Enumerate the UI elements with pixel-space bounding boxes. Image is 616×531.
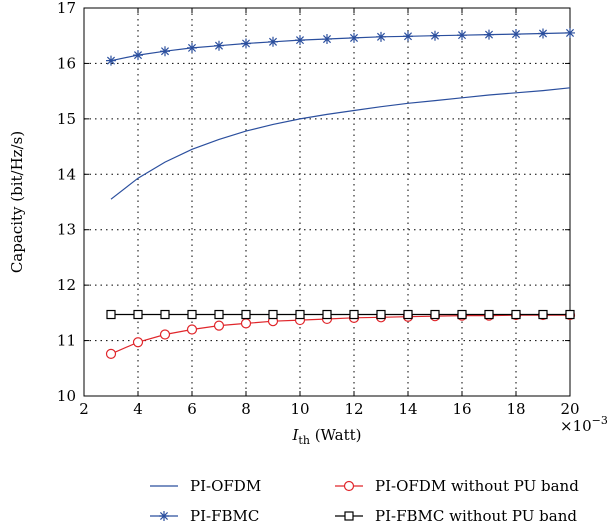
x-axis-multiplier: ×10−3	[560, 414, 608, 435]
data-point-square	[349, 309, 359, 320]
y-tick-label: 14	[57, 165, 76, 183]
y-tick-label: 16	[57, 54, 76, 72]
legend-label: PI-OFDM	[190, 477, 261, 495]
data-point-star	[565, 27, 575, 38]
data-point-square	[565, 309, 575, 320]
x-axis-label: Ith (Watt)	[291, 426, 361, 447]
series-3	[105, 309, 576, 359]
series-2	[106, 27, 575, 66]
x-axis-label-main: I	[291, 426, 299, 444]
data-point-square	[214, 309, 224, 320]
x-tick-label: 4	[133, 400, 143, 418]
y-tick-label: 13	[57, 221, 76, 239]
y-tick-label: 15	[57, 110, 76, 128]
data-point-square	[344, 511, 354, 521]
x-tick-label: 16	[452, 400, 471, 418]
data-point-star	[214, 40, 224, 51]
legend-entry-3: PI-OFDM without PU band	[335, 477, 579, 495]
y-tick-label: 12	[57, 276, 76, 294]
data-point-circle	[240, 318, 252, 329]
x-tick-label: 2	[79, 400, 89, 418]
legend-label: PI-OFDM without PU band	[375, 477, 579, 495]
legend-entry-1: PI-OFDM	[150, 477, 261, 495]
axis-ticks: 2 4 6 8 10 12 14 16 18 20 10 11 12 13 14 15 16 17	[57, 0, 580, 418]
data-point-star	[349, 32, 359, 43]
grid-lines	[84, 8, 570, 396]
x-axis-label-unit: (Watt)	[310, 426, 362, 444]
data-point-star	[159, 511, 169, 521]
series-line	[110, 314, 570, 355]
data-point-circle	[132, 337, 144, 348]
series-line	[110, 87, 571, 200]
data-point-square	[106, 309, 116, 320]
y-tick-label: 10	[57, 387, 76, 405]
data-point-circle	[213, 320, 225, 331]
x-tick-label: 6	[187, 400, 197, 418]
data-point-star	[268, 36, 278, 47]
y-tick-label: 17	[57, 0, 76, 17]
data-point-star	[511, 29, 521, 40]
data-point-star	[106, 55, 116, 66]
legend-entry-2: PI-FBMC	[150, 507, 259, 525]
data-point-circle	[105, 348, 117, 359]
x-tick-label: 12	[344, 400, 363, 418]
series-1	[110, 87, 571, 200]
data-point-square	[187, 309, 197, 320]
plot-area-frame	[83, 7, 571, 397]
data-point-star	[430, 30, 440, 41]
data-point-star	[133, 50, 143, 61]
data-point-star	[484, 29, 494, 40]
data-point-circle	[343, 480, 355, 492]
data-point-square	[376, 309, 386, 320]
data-point-circle	[159, 329, 171, 340]
series-layer	[105, 27, 576, 359]
data-point-square	[133, 309, 143, 320]
data-point-star	[187, 42, 197, 53]
data-point-star	[403, 31, 413, 42]
data-point-star	[160, 46, 170, 57]
data-point-star	[538, 28, 548, 39]
legend-entry-4: PI-FBMC without PU band	[335, 507, 577, 525]
data-point-square	[538, 309, 548, 320]
legend-label: PI-FBMC without PU band	[375, 507, 577, 525]
data-point-square	[160, 309, 170, 320]
data-point-star	[376, 31, 386, 42]
x-tick-label: 18	[506, 400, 525, 418]
data-point-circle	[186, 324, 198, 335]
data-point-star	[322, 34, 332, 45]
x-axis-label-subscript: th	[298, 434, 310, 447]
data-point-star	[295, 35, 305, 46]
y-axis-label: Capacity (bit/Hz/s)	[8, 131, 26, 273]
data-point-square	[511, 309, 521, 320]
x-axis-multiplier-exponent: −3	[592, 414, 608, 427]
series-line	[110, 32, 571, 62]
data-point-square	[457, 309, 467, 320]
y-tick-label: 11	[57, 332, 76, 350]
x-tick-label: 14	[398, 400, 417, 418]
legend: PI-OFDM PI-FBMC PI-OFDM without PU band PI-…	[150, 477, 579, 525]
x-tick-label: 10	[290, 400, 309, 418]
legend-label: PI-FBMC	[190, 507, 259, 525]
data-point-square	[322, 309, 332, 320]
data-point-star	[241, 38, 251, 49]
data-point-square	[268, 309, 278, 320]
x-axis-multiplier-base: ×10	[560, 417, 592, 435]
data-point-square	[484, 309, 494, 320]
data-point-square	[403, 309, 413, 320]
data-point-square	[295, 309, 305, 320]
data-point-square	[430, 309, 440, 320]
x-tick-label: 20	[560, 400, 579, 418]
data-point-star	[457, 30, 467, 41]
series-4	[106, 309, 575, 320]
x-tick-label: 8	[241, 400, 251, 418]
data-point-square	[241, 309, 251, 320]
